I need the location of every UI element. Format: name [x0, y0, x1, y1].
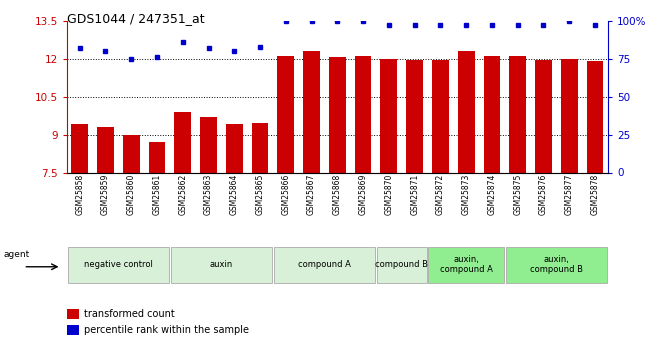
- Bar: [97, 127, 114, 172]
- Text: negative control: negative control: [84, 260, 153, 269]
- Bar: [428, 247, 504, 283]
- Bar: [561, 59, 578, 172]
- Bar: [506, 247, 607, 283]
- Bar: [406, 60, 423, 172]
- Bar: [535, 60, 552, 172]
- Bar: [381, 59, 397, 172]
- Bar: [170, 247, 272, 283]
- Text: compound B: compound B: [375, 260, 428, 269]
- Bar: [200, 117, 217, 172]
- Bar: [303, 51, 320, 172]
- Bar: [458, 51, 474, 172]
- Text: agent: agent: [3, 250, 29, 259]
- Bar: [174, 112, 191, 172]
- Bar: [226, 125, 242, 172]
- Bar: [355, 56, 371, 172]
- Bar: [484, 56, 500, 172]
- Bar: [329, 57, 346, 172]
- Bar: [377, 247, 427, 283]
- Text: percentile rank within the sample: percentile rank within the sample: [84, 325, 248, 335]
- Bar: [252, 123, 269, 172]
- Bar: [71, 125, 88, 172]
- Bar: [148, 142, 166, 172]
- Bar: [509, 56, 526, 172]
- Bar: [67, 247, 169, 283]
- Bar: [274, 247, 375, 283]
- Text: auxin,
compound B: auxin, compound B: [530, 255, 583, 275]
- Text: auxin: auxin: [210, 260, 233, 269]
- Bar: [432, 60, 449, 172]
- Text: GDS1044 / 247351_at: GDS1044 / 247351_at: [67, 12, 204, 25]
- Text: auxin,
compound A: auxin, compound A: [440, 255, 492, 275]
- Bar: [277, 56, 294, 172]
- Text: transformed count: transformed count: [84, 309, 174, 319]
- Text: compound A: compound A: [298, 260, 351, 269]
- Bar: [587, 61, 603, 172]
- Bar: [123, 135, 140, 172]
